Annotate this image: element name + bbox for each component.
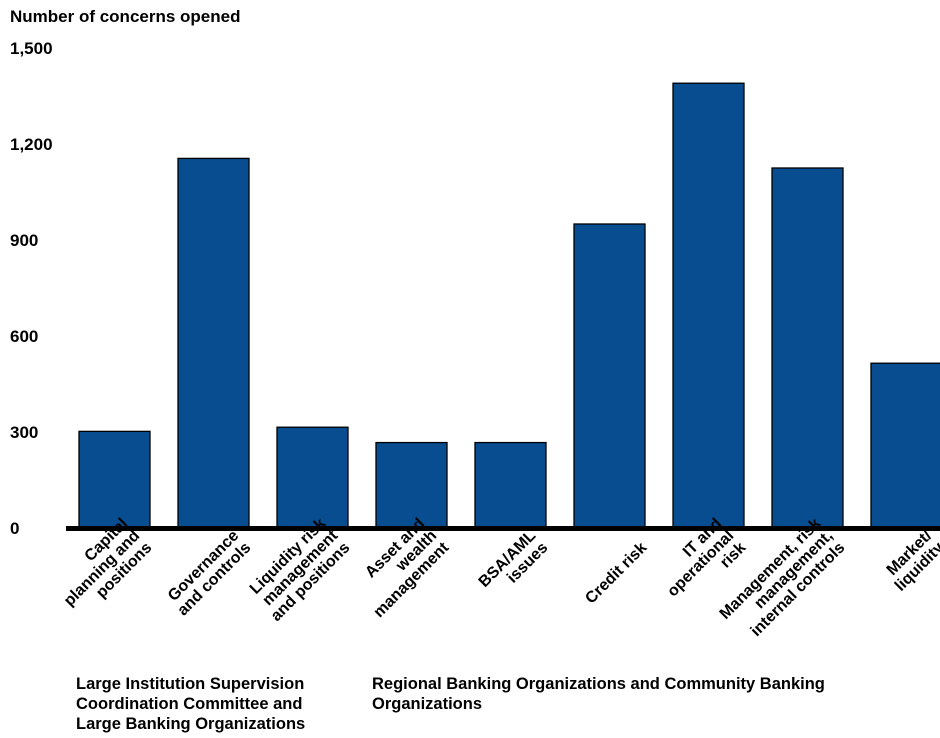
bar <box>771 167 844 529</box>
category-label: Capitalplanning andpositions <box>49 515 156 622</box>
bar <box>870 362 940 529</box>
category-label: Management, riskmanagement,internal cont… <box>717 515 849 647</box>
y-tick-label: 0 <box>10 519 19 538</box>
category-label-line: Credit risk <box>582 539 650 607</box>
category-label: Liquidity riskmanagementand positions <box>244 515 354 625</box>
category-label: Credit risk <box>582 539 650 607</box>
y-tick-label: 900 <box>10 231 38 250</box>
y-tick-label: 600 <box>10 327 38 346</box>
category-label: BSA/AMLissues <box>476 527 552 603</box>
category-label: Market/liquidity <box>880 527 940 595</box>
bar-chart: Number of concerns opened 0 300 600 900 1,200… <box>10 7 940 647</box>
y-tick-label: 1,500 <box>10 39 53 58</box>
y-tick-label: 1,200 <box>10 135 53 154</box>
group-label-lisc: Large Institution Supervision Coordinati… <box>76 675 306 733</box>
y-tick-label: 300 <box>10 423 38 442</box>
bar <box>375 441 448 529</box>
bar <box>276 426 349 529</box>
bar <box>78 430 151 529</box>
bar <box>672 82 745 529</box>
bar <box>573 223 646 529</box>
y-axis-title: Number of concerns opened <box>10 7 240 26</box>
category-label: Governanceand controls <box>162 527 254 619</box>
bar <box>177 157 250 529</box>
bar <box>474 441 547 529</box>
group-label-rbo-cbo: Regional Banking Organizations and Commu… <box>372 675 825 713</box>
x-axis-line <box>66 526 940 531</box>
